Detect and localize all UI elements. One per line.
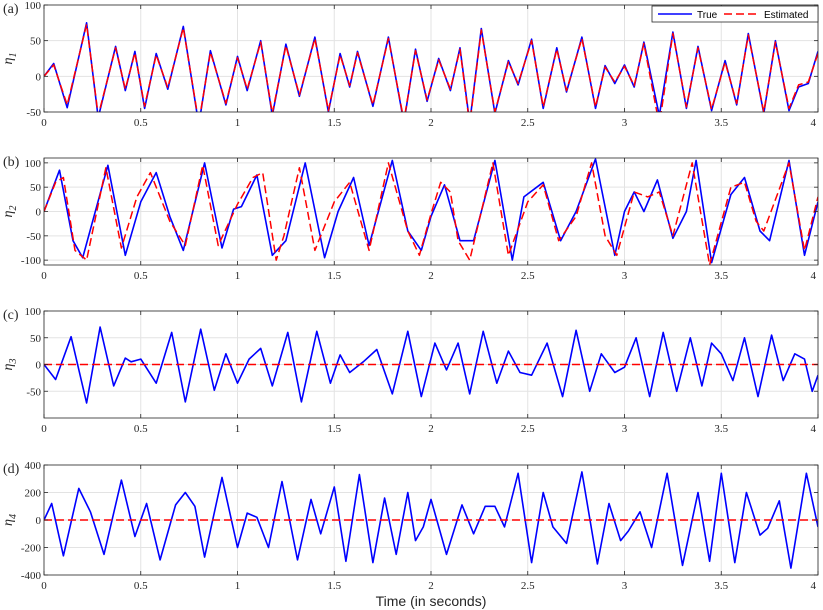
x-tick-label: 4	[811, 423, 817, 435]
x-tick-label: 3	[622, 423, 628, 435]
x-tick-label: 3.5	[714, 117, 728, 129]
legend-label-estimated: Estimated	[764, 10, 808, 21]
y-axis-symbol: η	[1, 363, 16, 370]
x-tick-label: 0	[41, 580, 47, 592]
legend-label-true: True	[697, 10, 718, 21]
y-axis-label: η1	[1, 53, 19, 65]
x-tick-label: 3	[622, 580, 628, 592]
y-tick-label: 50	[30, 182, 42, 194]
x-tick-label: 2	[428, 117, 434, 129]
y-tick-label: -200	[21, 543, 42, 555]
y-tick-label: 0	[36, 71, 42, 83]
x-tick-label: 4	[811, 580, 817, 592]
x-tick-label: 3	[622, 117, 628, 129]
x-tick-label: 1	[235, 270, 241, 282]
x-tick-label: 1	[235, 423, 241, 435]
x-tick-label: 0.5	[134, 117, 148, 129]
y-tick-label: 0	[36, 207, 42, 219]
y-tick-label: 0	[36, 360, 42, 372]
x-tick-label: 2.5	[521, 270, 535, 282]
x-tick-label: 1	[235, 117, 241, 129]
y-axis-symbol: η	[1, 210, 16, 217]
y-tick-label: -50	[26, 231, 41, 243]
x-tick-label: 0	[41, 423, 47, 435]
y-tick-label: 100	[25, 158, 42, 170]
x-tick-label: 2	[428, 580, 434, 592]
x-tick-label: 0.5	[134, 423, 148, 435]
y-tick-label: 0	[36, 515, 42, 527]
y-axis-symbol: η	[1, 519, 16, 526]
y-axis-symbol: η	[1, 57, 16, 64]
x-tick-label: 0.5	[134, 270, 148, 282]
x-tick-label: 2.5	[521, 580, 535, 592]
x-tick-label: 2.5	[521, 117, 535, 129]
y-tick-label: 100	[25, 306, 42, 318]
y-tick-label: 50	[30, 36, 42, 48]
legend-box	[651, 5, 819, 23]
x-tick-label: 3.5	[714, 580, 728, 592]
y-tick-label: 50	[30, 333, 42, 345]
y-tick-label: 200	[25, 488, 42, 500]
x-tick-label: 1.5	[327, 423, 341, 435]
x-tick-label: 1	[235, 580, 241, 592]
x-tick-label: 2.5	[521, 423, 535, 435]
x-tick-label: 0	[41, 270, 47, 282]
series-line-true	[44, 471, 818, 569]
y-tick-label: -50	[26, 107, 41, 119]
x-tick-label: 3.5	[714, 270, 728, 282]
y-axis-subscript: 1	[8, 53, 19, 58]
y-axis-label: η2	[1, 206, 19, 218]
y-tick-label: -100	[21, 255, 42, 267]
y-axis-label: η4	[1, 514, 19, 526]
x-tick-label: 1.5	[327, 117, 341, 129]
y-tick-label: -50	[26, 386, 41, 398]
panel-label: (b)	[3, 155, 20, 170]
x-tick-label: 4	[811, 270, 817, 282]
panel-label: (c)	[3, 308, 19, 323]
y-axis-label: η3	[1, 359, 19, 371]
y-tick-label: -400	[21, 570, 42, 582]
y-axis-subscript: 2	[8, 206, 19, 211]
x-tick-label: 1.5	[327, 270, 341, 282]
series-line-estimated	[44, 23, 818, 112]
y-tick-label: 400	[25, 460, 42, 472]
x-tick-label: 2	[428, 423, 434, 435]
x-axis-label: Time (in seconds)	[376, 593, 487, 609]
x-tick-label: 0.5	[134, 580, 148, 592]
panel-label: (a)	[3, 2, 19, 17]
panel-label: (d)	[3, 462, 20, 477]
x-tick-label: 4	[811, 117, 817, 129]
series-line-true	[44, 326, 818, 404]
x-tick-label: 3	[622, 270, 628, 282]
x-tick-label: 2	[428, 270, 434, 282]
series-line-estimated	[44, 162, 818, 265]
legend: True Estimated	[651, 5, 819, 23]
x-tick-label: 1.5	[327, 580, 341, 592]
y-tick-label: 100	[25, 0, 42, 12]
y-axis-subscript: 4	[8, 514, 19, 519]
y-axis-subscript: 3	[8, 359, 19, 365]
x-tick-label: 3.5	[714, 423, 728, 435]
x-tick-label: 0	[41, 117, 47, 129]
series-line-true	[44, 158, 818, 264]
